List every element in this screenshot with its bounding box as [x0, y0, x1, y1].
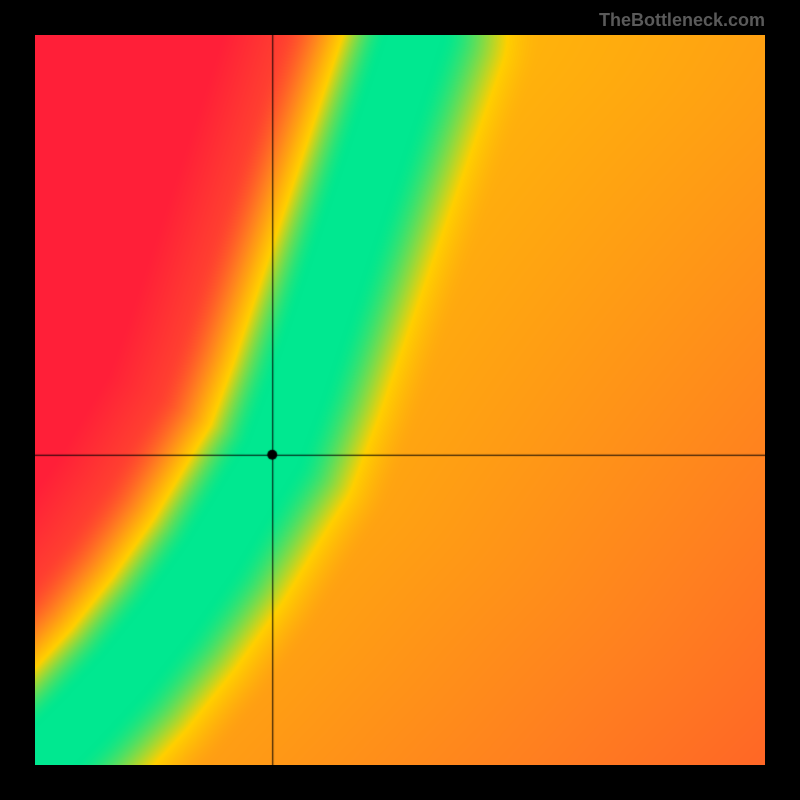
bottleneck-heatmap [35, 35, 765, 765]
watermark-text: TheBottleneck.com [599, 10, 765, 31]
crosshair-overlay [35, 35, 765, 765]
